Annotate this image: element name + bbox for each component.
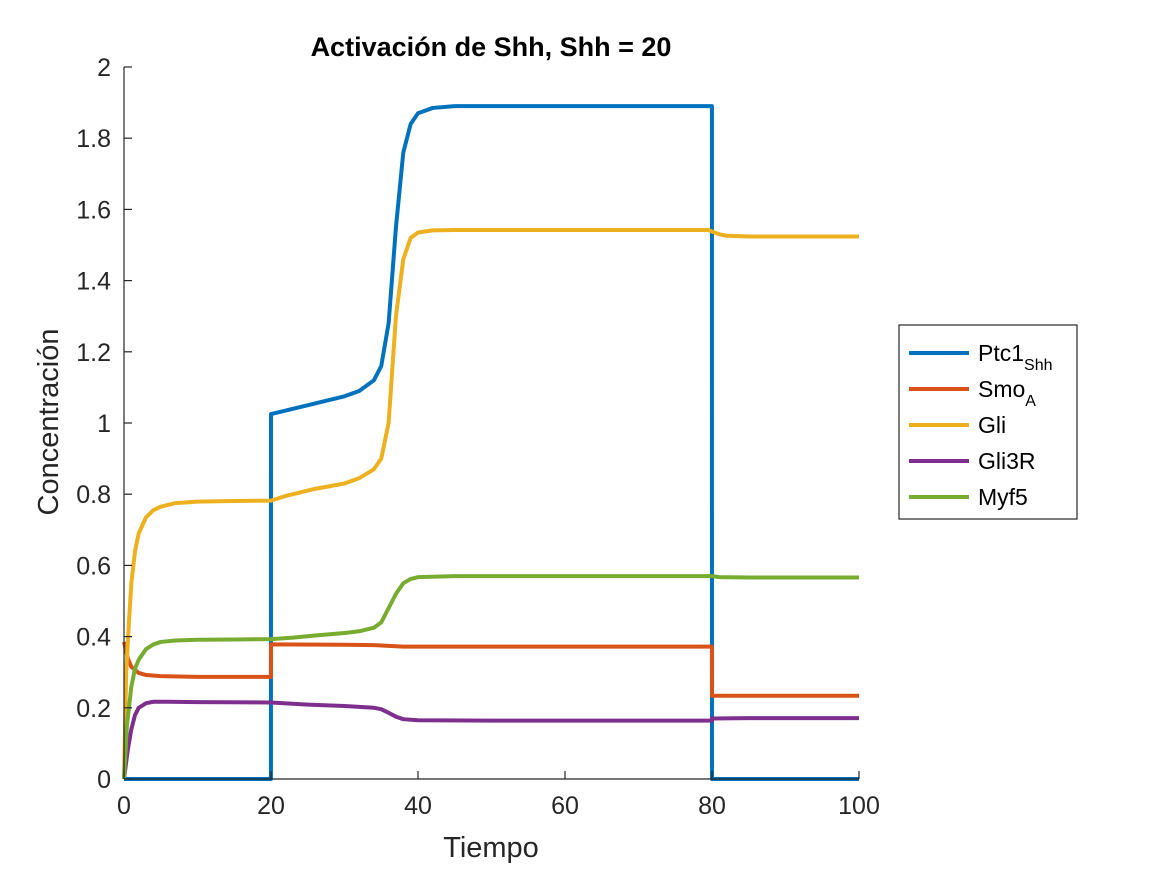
series-line-smo bbox=[122, 641, 859, 698]
x-tick-label: 100 bbox=[838, 792, 880, 820]
axes-layer: 0 20 40 60 80 100 0 0.2 0.4 0.6 0.8 1 1.2 1.4 1.6 1.8 2 bbox=[76, 54, 880, 820]
legend-label-smo: SmoA bbox=[978, 376, 1036, 410]
y-tick-label: 1.8 bbox=[76, 125, 111, 153]
x-tick-label: 20 bbox=[257, 792, 285, 820]
y-tick-label: 1.6 bbox=[76, 196, 111, 224]
x-tick-label: 0 bbox=[117, 792, 131, 820]
x-axis-title: Tiempo bbox=[443, 832, 539, 864]
y-axis-title: Concentración bbox=[33, 329, 65, 516]
y-tick-label: 0 bbox=[97, 766, 111, 794]
legend-label-gli: Gli bbox=[978, 412, 1006, 438]
series-line-gli bbox=[122, 228, 859, 780]
series-line-gli3r bbox=[122, 699, 859, 780]
y-tick-label: 0.6 bbox=[76, 552, 111, 580]
y-tick-label: 1.4 bbox=[76, 268, 111, 296]
y-tick-label: 0.2 bbox=[76, 695, 111, 723]
legend-label-myf5: Myf5 bbox=[978, 484, 1028, 510]
series-layer bbox=[122, 104, 859, 781]
y-tick-label: 0.8 bbox=[76, 481, 111, 509]
series-line-myf5 bbox=[122, 574, 859, 780]
y-tick-label: 1 bbox=[97, 410, 111, 438]
y-tick-label: 2 bbox=[97, 54, 111, 82]
series-line-ptc1 bbox=[124, 104, 859, 781]
legend-label-ptc1: Ptc1Shh bbox=[978, 340, 1053, 374]
x-tick-label: 80 bbox=[698, 792, 726, 820]
x-tick-label: 40 bbox=[404, 792, 432, 820]
y-tick-label: 0.4 bbox=[76, 624, 111, 652]
y-tick-label: 1.2 bbox=[76, 339, 111, 367]
legend-label-gli3r: Gli3R bbox=[978, 448, 1036, 474]
chart-title: Activación de Shh, Shh = 20 bbox=[311, 32, 672, 62]
legend-box bbox=[898, 324, 1078, 520]
x-tick-label: 60 bbox=[551, 792, 579, 820]
